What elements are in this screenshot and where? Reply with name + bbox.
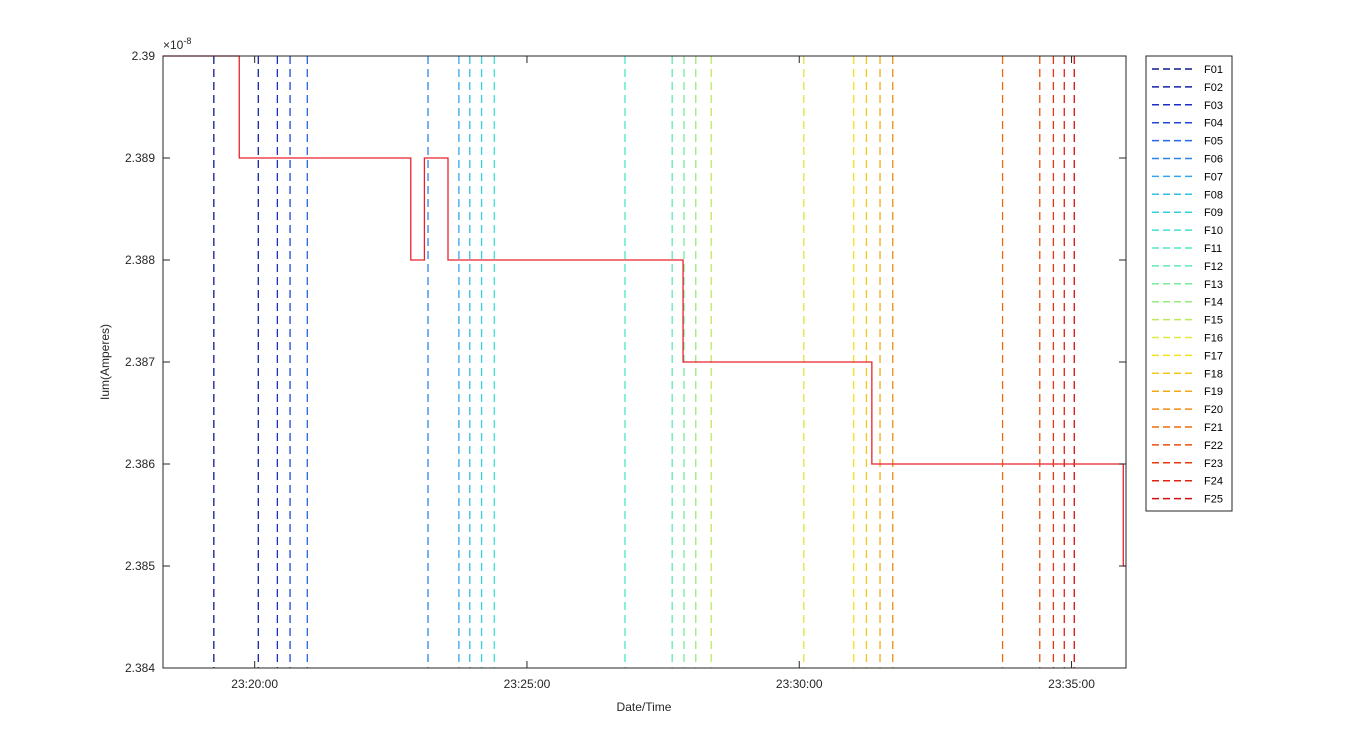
x-axis-title: Date/Time [617,700,672,714]
legend-item-f09: F09 [1152,207,1223,219]
legend-items: F01 F02 F03 F04 F05 F06 F07 F08 F09 F10 F11 F12 F13 F… [1152,64,1223,506]
legend-item-f01: F01 [1152,64,1223,76]
legend-item-f16: F16 [1152,333,1223,345]
y-tick-label: 2.387 [125,355,155,369]
legend-label: F02 [1204,82,1223,94]
legend-item-f21: F21 [1152,422,1223,434]
legend-label: F15 [1204,315,1223,327]
legend-item-f25: F25 [1152,494,1223,506]
series-layer [163,55,1126,567]
legend-label: F12 [1204,261,1223,273]
legend-label: F16 [1204,333,1223,345]
y-tick-label: 2.385 [125,559,155,573]
legend-label: F21 [1204,422,1223,434]
x-tick-label: 23:30:00 [776,677,823,691]
legend-label: F10 [1204,225,1223,237]
legend: F01 F02 F03 F04 F05 F06 F07 F08 F09 F10 F11 F12 F13 F… [1145,55,1233,512]
y-exponent-label: ×10-8 [163,36,191,52]
legend-item-f20: F20 [1152,404,1223,416]
series-line-0 [163,55,1126,567]
legend-label: F06 [1204,154,1223,166]
legend-item-f17: F17 [1152,350,1223,362]
legend-label: F11 [1204,243,1222,255]
legend-item-f13: F13 [1152,279,1223,291]
y-axis-title: Ium(Amperes) [98,324,112,400]
legend-item-f15: F15 [1152,315,1223,327]
legend-item-f03: F03 [1152,100,1223,112]
y-tick-label: 2.384 [125,661,155,675]
legend-label: F17 [1204,350,1223,362]
legend-item-f07: F07 [1152,171,1223,183]
y-axis: 2.384 2.385 2.386 2.387 2.388 2.389 2.39 [125,49,1126,675]
legend-label: F13 [1204,279,1223,291]
x-tick-label: 23:35:00 [1048,677,1095,691]
x-axis: 23:20:00 23:25:00 23:30:00 23:35:00 [231,56,1095,691]
legend-item-f06: F06 [1152,154,1223,166]
legend-item-f05: F05 [1152,136,1223,148]
legend-item-f08: F08 [1152,189,1223,201]
legend-item-f04: F04 [1152,118,1223,130]
y-tick-label: 2.386 [125,457,155,471]
y-tick-label: 2.389 [125,151,155,165]
legend-item-f12: F12 [1152,261,1223,273]
legend-item-f22: F22 [1152,440,1223,452]
legend-label: F20 [1204,404,1223,416]
legend-label: F05 [1204,136,1223,148]
legend-label: F03 [1204,100,1223,112]
legend-label: F07 [1204,171,1223,183]
legend-label: F18 [1204,368,1223,380]
legend-item-f23: F23 [1152,458,1223,470]
legend-item-f24: F24 [1152,476,1223,488]
legend-item-f18: F18 [1152,368,1223,380]
legend-label: F19 [1204,386,1223,398]
legend-label: F01 [1204,64,1223,76]
legend-label: F23 [1204,458,1223,470]
legend-item-f10: F10 [1152,225,1223,237]
legend-label: F24 [1204,476,1223,488]
legend-label: F04 [1204,118,1223,130]
x-tick-label: 23:25:00 [504,677,551,691]
legend-item-f11: F11 [1152,243,1222,255]
x-tick-label: 23:20:00 [231,677,278,691]
legend-label: F22 [1204,440,1223,452]
legend-item-f14: F14 [1152,297,1223,309]
legend-label: F09 [1204,207,1223,219]
y-tick-label: 2.388 [125,253,155,267]
legend-item-f02: F02 [1152,82,1223,94]
legend-item-f19: F19 [1152,386,1223,398]
legend-label: F25 [1204,494,1223,506]
y-tick-label: 2.39 [132,49,156,63]
legend-label: F08 [1204,189,1223,201]
legend-label: F14 [1204,297,1223,309]
